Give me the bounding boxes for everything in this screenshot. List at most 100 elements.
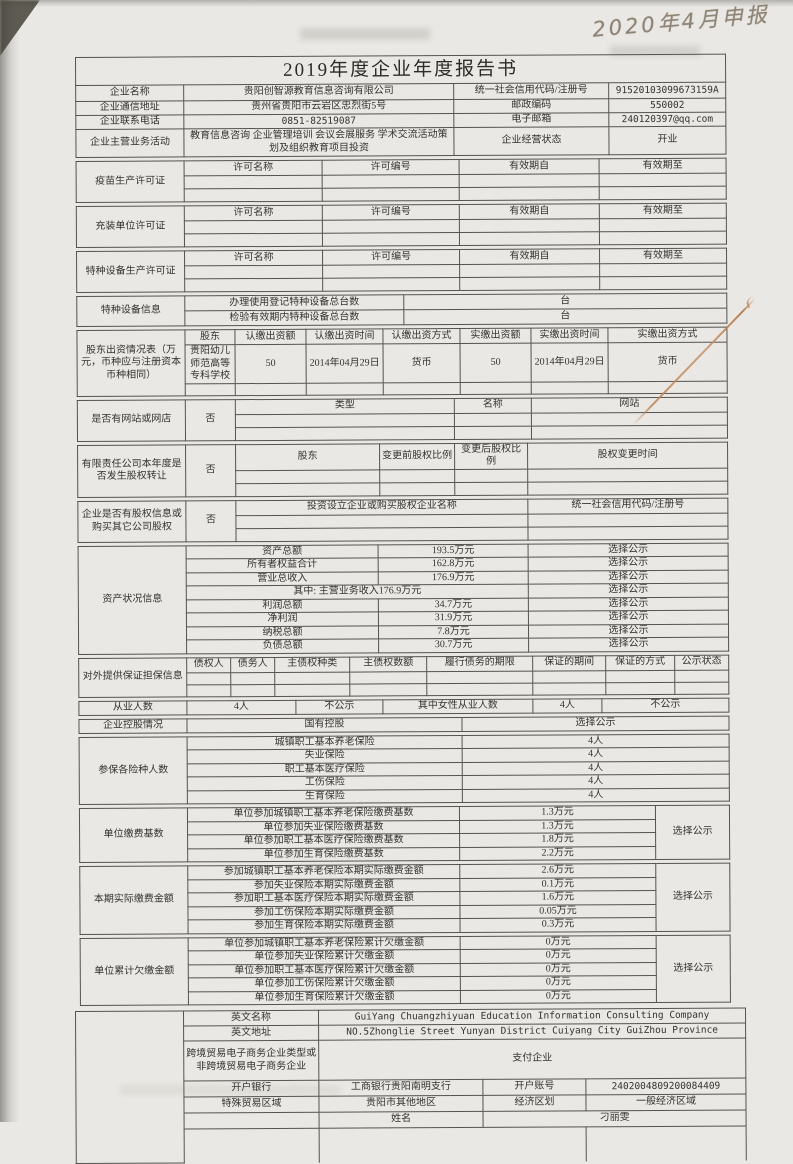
ink-bleed-smudge <box>120 1085 340 1095</box>
account-label: 开户账号 <box>482 1078 586 1096</box>
empty-cell <box>599 186 727 200</box>
asset-name: 资产总额 <box>186 544 379 559</box>
empty-cell <box>605 681 675 695</box>
empty-cell <box>235 413 455 428</box>
empty-cell <box>184 265 323 279</box>
payment-base-name: 单位参加失业保险缴费基数 <box>187 819 460 835</box>
payment-base-name: 单位参加城镇职工基本养老保险缴费基数 <box>187 806 460 822</box>
paid-amount: 50 <box>460 343 532 382</box>
empty-cell <box>454 468 528 483</box>
holding-table: 企业控股情况 国有控股 选择公示 <box>78 715 730 733</box>
empty-cell <box>230 671 275 685</box>
employees-label: 从业人数 <box>78 700 187 715</box>
company-name-value: 贵阳创智源教育信息咨询有限公司 <box>183 83 454 101</box>
insurance-count: 4人 <box>462 760 730 776</box>
website-name-header: 名称 <box>454 397 532 414</box>
special-equipment-info-label: 特种设备信息 <box>76 295 185 327</box>
asset-publish: 选择公示 <box>528 610 729 625</box>
empty-cell <box>322 219 460 234</box>
transfer-date-header: 股权变更时间 <box>527 441 728 469</box>
vaccine-license-label: 疫苗生产许可证 <box>76 160 185 203</box>
debtor-header: 债务人 <box>230 656 275 673</box>
scan-corner-fold-mark <box>0 0 40 56</box>
license-no-header: 许可编号 <box>322 249 460 266</box>
empty-cell <box>459 263 600 278</box>
invested-company-code-header: 统一社会信用代码/注册号 <box>527 497 728 514</box>
empty-cell <box>235 526 529 542</box>
holding-label: 企业控股情况 <box>78 718 188 733</box>
actual-payment-value: 1.6万元 <box>459 890 656 905</box>
ratio-before-header: 变更前股权比例 <box>379 443 455 470</box>
bank-value: 工商银行贵阳南明支行 <box>318 1079 483 1097</box>
empty-cell <box>605 669 675 683</box>
operating-status-value: 开业 <box>608 126 727 155</box>
empty-cell <box>531 424 728 439</box>
asset-value: 162.8万元 <box>378 557 529 572</box>
guarantee-table: 对外提供保证担保信息 债权人 债务人 主债权种类 主债权数额 履行债务的期限 保… <box>78 654 729 697</box>
empty-cell <box>459 218 600 233</box>
arrears-value: 0万元 <box>460 988 657 1004</box>
empty-cell <box>274 671 350 684</box>
arrears-value: 0万元 <box>460 975 657 990</box>
operating-status-label: 企业经营状态 <box>453 126 610 156</box>
invested-company-header: 投资设立企业或购买股权企业名称 <box>235 498 528 516</box>
asset-name: 净利润 <box>186 611 379 627</box>
empty-cell <box>599 231 727 245</box>
empty-cell <box>379 469 455 483</box>
registered-equipment-count-label: 办理使用登记特种设备总台数 <box>184 294 404 311</box>
asset-publish: 选择公示 <box>528 569 729 585</box>
empty-cell <box>235 382 307 396</box>
insurance-count: 4人 <box>462 733 730 749</box>
actual-payment-value: 2.6万元 <box>459 863 656 878</box>
license-no-header: 许可编号 <box>322 204 460 221</box>
empty-cell <box>322 174 460 189</box>
asset-name: 利润总额 <box>186 598 379 613</box>
payment-base-value: 1.3万元 <box>459 805 656 820</box>
assets-label: 资产状况信息 <box>78 545 187 654</box>
empty-cell <box>454 425 532 440</box>
website-type-header: 类型 <box>235 398 455 415</box>
empty-cell <box>184 175 323 189</box>
actual-payment-name: 参加工伤保险本期实际缴费金额 <box>187 904 461 920</box>
inspected-equipment-count-label: 检验有效期内特种设备总台数 <box>184 309 404 326</box>
basic-info-table: 2019年度企业年度报告书 企业名称 贵阳创智源教育信息咨询有限公司 统一社会信… <box>75 54 727 158</box>
asset-publish: 选择公示 <box>528 556 729 571</box>
empty-cell <box>599 173 727 187</box>
inspected-equipment-count-unit: 台 <box>403 308 727 325</box>
shareholder-name: 贵阳幼儿师范高等专科学校 <box>185 344 236 384</box>
ink-bleed-smudge <box>300 28 430 40</box>
empty-cell <box>184 188 323 202</box>
claim-amount-header: 主债权数额 <box>349 656 427 672</box>
insurance-counts-label: 参保各险种人数 <box>79 736 188 805</box>
actual-payment-name: 参加城镇职工基本养老保险本期实际缴费金额 <box>187 864 460 880</box>
asset-publish: 选择公示 <box>528 637 729 652</box>
arrears-name: 单位参加职工基本医疗保险累计欠缴金额 <box>188 962 461 978</box>
payment-base-value: 1.8万元 <box>459 832 656 847</box>
paid-method-header: 实缴出资方式 <box>607 327 728 343</box>
empty-cell <box>184 278 323 292</box>
website-answer: 否 <box>185 399 236 441</box>
empty-cell <box>599 276 727 290</box>
valid-to-header: 有效期至 <box>599 203 727 219</box>
website-table: 是否有网站或网店 否 类型 名称 网站 <box>77 396 728 441</box>
creditor-header: 债权人 <box>186 657 231 673</box>
empty-cell <box>426 670 533 684</box>
empty-cell <box>527 467 728 482</box>
company-name-label: 企业名称 <box>75 84 184 102</box>
arrears-name: 单位参加工伤保险累计欠缴金额 <box>188 976 461 992</box>
arrears-table: 单位累计欠缴金额 单位参加城镇职工基本养老保险累计欠缴金额 0万元 选择公示 单… <box>80 934 731 1006</box>
vaccine-license-table: 疫苗生产许可证 许可名称 许可编号 有效期自 有效期至 <box>76 158 727 203</box>
insurance-counts-table: 参保各险种人数 城镇职工基本养老保险 4人 失业保险 4人 职工基本医疗保险 4人 … <box>79 733 730 805</box>
license-no-header: 许可编号 <box>322 159 460 176</box>
empty-cell <box>322 232 460 247</box>
empty-cell <box>319 1126 587 1163</box>
insurance-count: 4人 <box>462 747 730 762</box>
equity-invest-answer: 否 <box>185 500 237 542</box>
arrears-value: 0万元 <box>460 961 657 977</box>
equity-transfer-table: 有限责任公司本年度是否发生股权转让 否 股东 变更前股权比例 变更后股权比例 股… <box>77 441 728 497</box>
phone-value: 0851-82519087 <box>183 113 454 129</box>
empty-cell <box>527 512 728 527</box>
empty-cell <box>306 382 384 395</box>
arrears-publish: 选择公示 <box>656 934 731 1003</box>
phone-label: 企业联系电话 <box>75 114 184 130</box>
